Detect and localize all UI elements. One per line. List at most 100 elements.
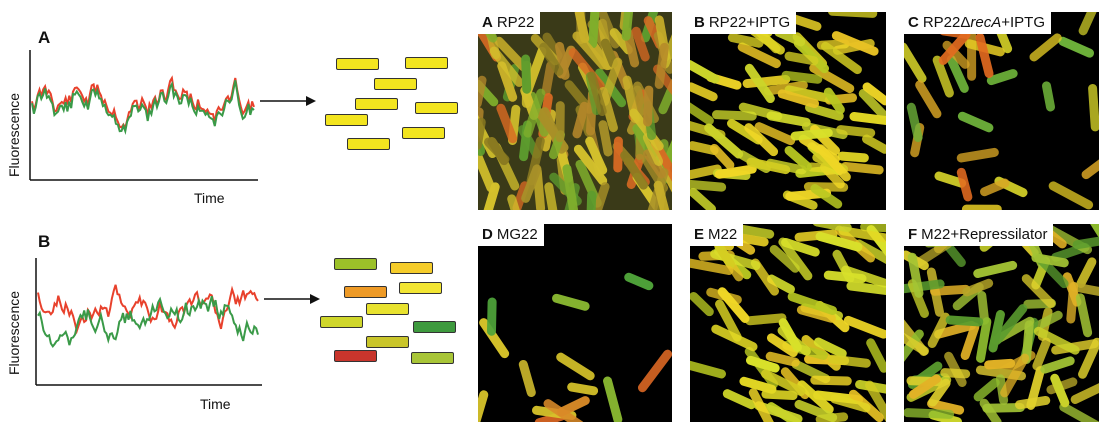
bacterium-cell — [827, 12, 878, 18]
bacterium-cell — [690, 258, 734, 275]
micrograph-e: E M22 — [690, 224, 886, 422]
bacterium-cell — [556, 352, 595, 381]
bacterium-cell — [1066, 281, 1079, 324]
bacterium-cell — [934, 171, 967, 188]
trace-plot-a — [29, 50, 258, 181]
bacterium-cell — [810, 375, 852, 386]
bacterium-cell — [552, 293, 590, 311]
bacterium-cell — [489, 46, 524, 87]
bacterium-cell — [961, 204, 1002, 210]
bacterium-cell — [823, 87, 845, 115]
bacterium-cell — [794, 399, 838, 422]
bacterium-cell — [1069, 282, 1099, 297]
bacterium-cell — [507, 194, 524, 210]
bacterium-cell — [478, 144, 496, 193]
bacterium-cell — [769, 245, 800, 273]
bacterium-cell — [866, 338, 886, 373]
bacterium-cell — [809, 63, 855, 94]
schematic-a-cell — [415, 102, 458, 114]
bacterium-cell — [745, 355, 780, 373]
bacterium-cell — [858, 89, 886, 119]
bacterium-cell — [478, 390, 489, 422]
bacterium-cell — [862, 134, 886, 154]
bacterium-cell — [690, 141, 719, 155]
schematic-a-cell — [374, 78, 417, 90]
schematic-a-cell — [347, 138, 390, 150]
bacterium-cell — [709, 143, 735, 170]
panel-letter-b: B — [38, 232, 51, 251]
bacterium-cell — [572, 101, 589, 139]
bacterium-cell — [790, 128, 833, 141]
bacterium-cell — [904, 329, 924, 365]
bacterium-cell — [904, 325, 929, 356]
bacterium-cell — [904, 408, 955, 419]
bacterium-cell — [784, 145, 812, 172]
bacterium-cell — [992, 304, 1028, 345]
bacterium-cell — [637, 349, 672, 393]
trace-b-red — [37, 284, 259, 335]
schematic-b-cell — [390, 262, 433, 274]
bacterium-cell — [778, 318, 802, 353]
micrograph-c: C RP22ΔrecA+IPTG — [904, 12, 1099, 210]
bacterium-cell — [722, 389, 756, 410]
bacterium-cell — [810, 184, 843, 209]
bacterium-cell — [643, 85, 654, 127]
trace-a-green — [31, 80, 255, 135]
bacterium-cell — [973, 378, 1000, 402]
bacterium-cell — [738, 102, 783, 121]
bacterium-cell — [766, 274, 796, 294]
bacterium-cell — [690, 164, 722, 182]
schematic-b-cell — [366, 336, 409, 348]
bacterium-cell — [854, 239, 886, 268]
bacterium-cell — [631, 26, 650, 62]
bacterium-cell — [574, 12, 590, 44]
bacterium-cell — [727, 33, 764, 48]
bacterium-cell — [478, 75, 487, 109]
bacterium-cell — [815, 231, 863, 252]
bacterium-cell — [962, 278, 994, 297]
bacterium-cell — [1021, 320, 1034, 365]
schematic-b-cell — [411, 352, 454, 364]
schematic-a-cell — [402, 127, 445, 139]
bacterium-cell — [562, 164, 578, 210]
bacterium-cell — [690, 60, 720, 84]
bacterium-cell — [745, 313, 787, 326]
bacterium-cell — [690, 187, 716, 210]
bacterium-cell — [521, 54, 532, 94]
bacterium-cell — [586, 190, 597, 210]
bacterium-cell — [653, 180, 672, 210]
bacterium-cell — [841, 265, 886, 288]
bacterium-cell — [658, 77, 672, 115]
bacterium-cell — [715, 299, 742, 342]
schematic-b-cell — [413, 321, 456, 333]
bacterium-cell — [803, 182, 849, 192]
bacterium-cell — [956, 147, 999, 163]
bacterium-cell — [1040, 356, 1075, 374]
bacterium-cell — [843, 315, 886, 339]
bacterium-cell — [621, 12, 635, 41]
x-axis-label-a: Time — [194, 190, 225, 206]
bacterium-cell — [812, 224, 852, 233]
bacterium-cell — [479, 182, 500, 210]
bacterium-cell — [497, 61, 518, 102]
micrograph-a-label: A RP22 — [478, 12, 541, 34]
bacterium-cell — [777, 89, 820, 109]
bacterium-cell — [1032, 337, 1051, 371]
schematic-a-cell — [405, 57, 448, 69]
bacterium-cell — [704, 123, 744, 159]
bacterium-cell — [1014, 395, 1051, 410]
bacterium-cell — [865, 380, 886, 422]
bacterium-cell — [973, 260, 1018, 279]
arrow-icon-a — [260, 96, 316, 106]
bacterium-cell — [908, 374, 942, 399]
bacterium-cell — [521, 164, 542, 203]
bacterium-cell — [946, 55, 969, 93]
schematic-b-cell — [334, 258, 377, 270]
bacterium-cell — [1076, 257, 1097, 288]
bacterium-cell — [1081, 150, 1099, 180]
bacterium-cell — [717, 287, 750, 323]
bacterium-cell — [976, 317, 992, 363]
bacterium-cell — [585, 136, 608, 175]
bacterium-cell — [836, 125, 876, 138]
bacterium-cell — [1078, 12, 1099, 36]
